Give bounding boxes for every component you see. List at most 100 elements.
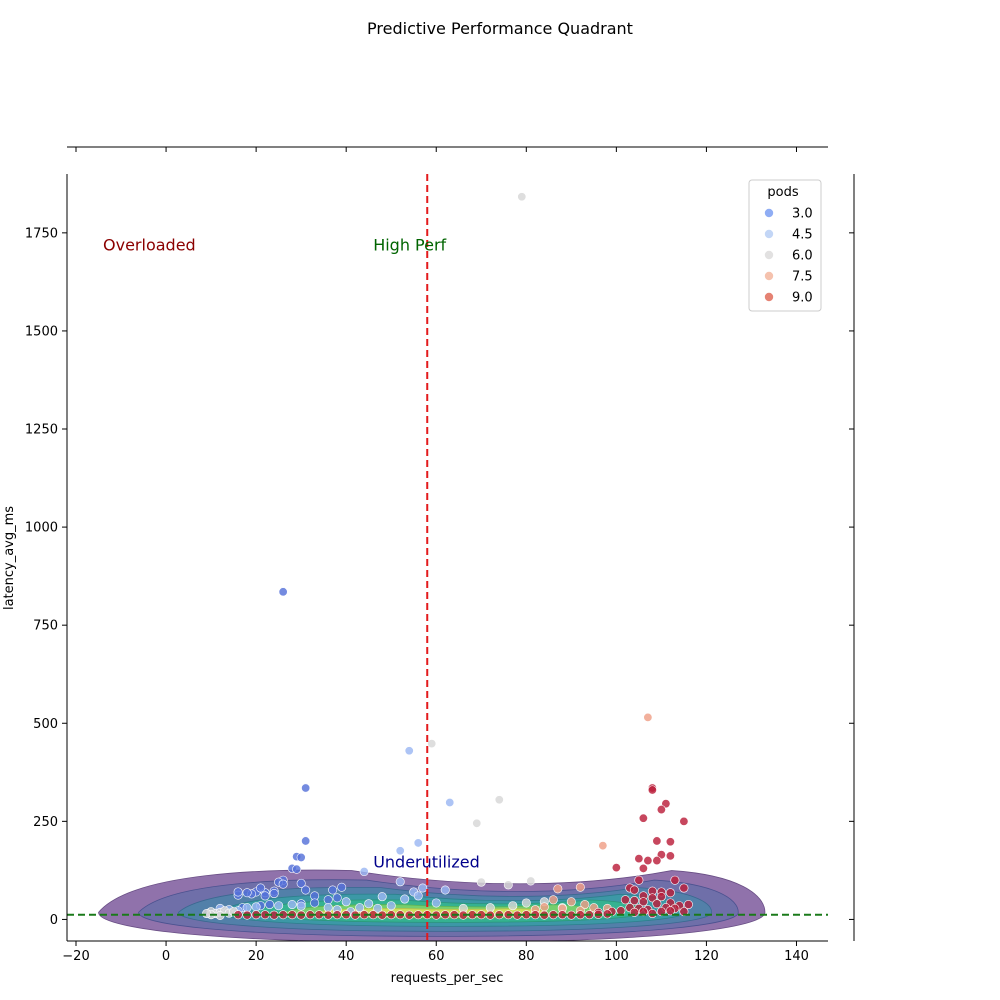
legend: pods 3.0 4.5 6.0 7.5 9.0: [748, 179, 822, 312]
scatter-point: [665, 906, 675, 916]
x-tick-label: −20: [62, 949, 89, 964]
legend-marker: [764, 208, 774, 218]
scatter-point: [539, 902, 549, 912]
scatter-point: [476, 877, 486, 887]
scatter-point: [233, 887, 243, 897]
scatter-point: [445, 798, 455, 808]
scatter-point: [647, 785, 657, 795]
y-tick-label: 1500: [25, 324, 58, 339]
chart-title: Predictive Performance Quadrant: [367, 19, 633, 38]
scatter-point: [638, 863, 648, 873]
scatter-point: [323, 895, 333, 905]
scatter-point: [341, 897, 351, 907]
scatter-point: [652, 899, 662, 909]
scatter-point: [634, 854, 644, 864]
x-axis-label: requests_per_sec: [391, 971, 504, 986]
y-axis: 0 250 500 750 1000 1250 1500 1750 latency_avg_m…: [2, 174, 68, 941]
scatter-point: [386, 901, 396, 911]
legend-label: 7.5: [792, 270, 813, 285]
scatter-point: [202, 909, 212, 919]
scatter-point: [242, 903, 252, 913]
scatter-point: [359, 867, 369, 877]
scatter-point: [418, 883, 428, 893]
scatter-point: [580, 900, 590, 910]
scatter-point: [548, 895, 558, 905]
scatter-point: [260, 891, 270, 901]
scatter-point: [296, 878, 306, 888]
scatter-point: [508, 901, 518, 911]
scatter-point: [638, 813, 648, 823]
scatter-point: [665, 888, 675, 898]
scatter-point: [494, 795, 504, 805]
scatter-point: [485, 903, 495, 913]
legend-label: 9.0: [792, 291, 813, 306]
scatter-point: [296, 852, 306, 862]
scatter-point: [472, 818, 482, 828]
scatter-point: [521, 898, 531, 908]
scatter-point: [301, 836, 311, 846]
scatter-point: [598, 841, 608, 851]
scatter-point: [431, 898, 441, 908]
scatter-point: [310, 898, 320, 908]
legend-label: 4.5: [792, 228, 813, 243]
annotation-high-perf: High Perf: [373, 236, 446, 255]
y-tick-label: 0: [50, 913, 58, 928]
y-tick-label: 1750: [25, 226, 58, 241]
scatter-point: [413, 891, 423, 901]
scatter-point: [503, 880, 513, 890]
marginal-top-axis: [67, 146, 828, 152]
legend-marker: [764, 250, 774, 260]
scatter-point: [566, 897, 576, 907]
scatter-point: [332, 893, 342, 903]
scatter-point: [355, 903, 365, 913]
scatter-point: [679, 883, 689, 893]
scatter-point: [292, 864, 302, 874]
scatter-point: [242, 888, 252, 898]
scatter-point: [269, 889, 279, 899]
x-tick-label: 120: [694, 949, 719, 964]
scatter-point: [611, 863, 621, 873]
scatter-point: [620, 895, 630, 905]
scatter-point: [400, 894, 410, 904]
scatter-point: [413, 838, 423, 848]
scatter-point: [328, 885, 338, 895]
legend-marker: [764, 292, 774, 302]
scatter-point: [278, 879, 288, 889]
x-tick-label: 0: [162, 949, 170, 964]
scatter-point: [665, 837, 675, 847]
legend-title: pods: [767, 185, 798, 200]
y-tick-label: 750: [33, 619, 58, 634]
x-tick-label: 20: [248, 949, 265, 964]
scatter-point: [278, 587, 288, 597]
legend-label: 3.0: [792, 207, 813, 222]
scatter-point: [575, 882, 585, 892]
y-tick-label: 500: [33, 717, 58, 732]
scatter-point: [643, 856, 653, 866]
scatter-point: [377, 892, 387, 902]
scatter-point: [656, 805, 666, 815]
scatter-point: [427, 739, 437, 749]
scatter-point: [683, 900, 693, 910]
scatter-point: [395, 846, 405, 856]
scatter-point: [553, 884, 563, 894]
x-tick-label: 80: [518, 949, 535, 964]
scatter-point: [638, 897, 648, 907]
scatter-point: [274, 901, 284, 911]
scatter-point: [638, 907, 648, 917]
scatter-point: [652, 836, 662, 846]
scatter-point: [301, 783, 311, 793]
scatter-point: [656, 892, 666, 902]
x-tick-label: 60: [428, 949, 445, 964]
x-tick-label: 100: [604, 949, 629, 964]
scatter-point: [665, 851, 675, 861]
scatter-point: [287, 900, 297, 910]
legend-marker: [764, 271, 774, 281]
scatter-point: [517, 192, 527, 202]
x-tick-label: 140: [784, 949, 809, 964]
x-tick-label: 40: [338, 949, 355, 964]
quadrant-annotations: Overloaded High Perf Underutilized: [103, 236, 480, 872]
scatter-point: [256, 883, 266, 893]
scatter-point: [679, 907, 689, 917]
y-tick-label: 1250: [25, 423, 58, 438]
scatter-point: [656, 907, 666, 917]
